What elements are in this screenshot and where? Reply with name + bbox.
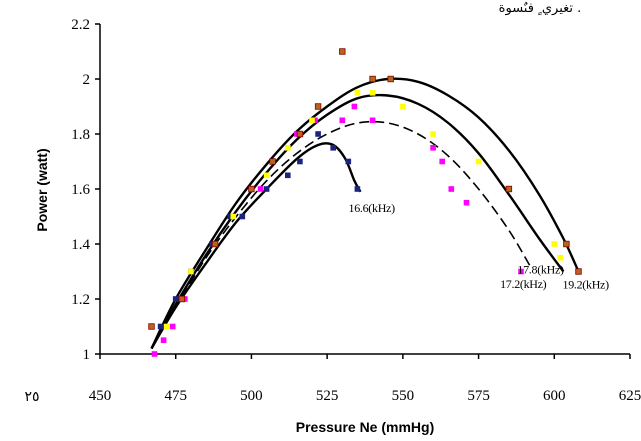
x-axis-title: Pressure Ne (mmHg) bbox=[296, 419, 435, 435]
x-tick-labels: 450 475 500 525 550 575 600 625 bbox=[89, 354, 641, 404]
data-point bbox=[157, 323, 164, 330]
data-point bbox=[339, 48, 346, 55]
data-point bbox=[369, 75, 376, 83]
x-tick-label: 525 bbox=[316, 388, 339, 404]
data-point bbox=[330, 145, 336, 151]
data-point bbox=[309, 117, 315, 124]
y-tick-label: 1 bbox=[83, 347, 91, 363]
fit-curve-0 bbox=[150, 142, 362, 350]
curve-labels: 16.6(kHz) 17.2(kHz)17.8(kHz)19.2(kHz) bbox=[349, 201, 610, 292]
y-tick-label: 1.8 bbox=[71, 127, 90, 143]
y-tick-label: 2.2 bbox=[71, 17, 90, 33]
data-point bbox=[296, 130, 304, 138]
data-point bbox=[351, 103, 358, 110]
data-point bbox=[575, 268, 582, 275]
data-point bbox=[475, 158, 482, 165]
data-point bbox=[263, 186, 270, 192]
data-point bbox=[297, 158, 303, 165]
data-point bbox=[354, 90, 361, 96]
data-point bbox=[400, 103, 406, 110]
data-point bbox=[505, 185, 513, 193]
page-header-fragment: تغيري ٍ فىٌسوة . bbox=[499, 1, 582, 16]
data-point bbox=[314, 103, 322, 110]
data-point bbox=[188, 268, 194, 275]
x-tick-label: 500 bbox=[240, 388, 263, 404]
data-point bbox=[151, 351, 158, 357]
x-tick-label: 575 bbox=[467, 388, 490, 404]
y-tick-label: 1.4 bbox=[71, 237, 90, 253]
data-point bbox=[172, 296, 179, 302]
series-label: 17.8(kHz) bbox=[517, 263, 564, 277]
y-tick-labels: 1 1.2 1.4 1.6 1.8 2 2.2 bbox=[71, 17, 100, 363]
data-markers bbox=[148, 48, 582, 357]
data-point bbox=[448, 186, 455, 192]
page-number: ٢٥ bbox=[24, 389, 39, 405]
y-tick-label: 2 bbox=[83, 72, 91, 88]
y-tick-label: 1.2 bbox=[71, 292, 90, 308]
x-tick-label: 475 bbox=[164, 388, 187, 404]
data-point bbox=[430, 145, 436, 151]
data-point bbox=[551, 241, 558, 247]
data-point bbox=[315, 131, 321, 137]
data-point bbox=[285, 172, 291, 179]
data-point bbox=[230, 213, 237, 220]
data-point bbox=[285, 145, 291, 151]
data-point bbox=[339, 117, 346, 124]
series-label: 19.2(kHz) bbox=[563, 278, 610, 292]
data-point bbox=[430, 131, 436, 137]
data-point bbox=[387, 75, 394, 83]
data-point bbox=[239, 213, 246, 220]
data-point bbox=[563, 240, 570, 248]
data-point bbox=[227, 213, 233, 220]
data-point bbox=[178, 295, 185, 303]
series-label: 17.2(kHz) bbox=[500, 277, 547, 291]
data-point bbox=[160, 337, 167, 343]
x-tick-label: 625 bbox=[619, 388, 641, 404]
data-point bbox=[518, 268, 524, 275]
x-tick-label: 600 bbox=[543, 388, 566, 404]
x-tick-label: 550 bbox=[392, 388, 415, 404]
data-point bbox=[312, 117, 318, 124]
fit-curve-1 bbox=[150, 120, 531, 349]
data-point bbox=[211, 240, 219, 248]
plot-area bbox=[99, 24, 630, 355]
y-tick-label: 1.6 bbox=[71, 182, 90, 198]
data-point bbox=[439, 158, 445, 165]
data-point bbox=[148, 323, 155, 330]
data-point bbox=[248, 185, 255, 193]
data-point bbox=[169, 323, 176, 330]
data-point bbox=[269, 158, 276, 165]
data-point bbox=[557, 254, 564, 261]
data-point bbox=[263, 172, 270, 179]
data-point bbox=[163, 323, 170, 330]
data-point bbox=[354, 186, 361, 192]
data-point bbox=[345, 158, 352, 165]
data-point bbox=[463, 199, 470, 206]
data-point bbox=[257, 186, 264, 192]
y-axis-title: Power (watt) bbox=[34, 148, 50, 231]
data-point bbox=[369, 90, 376, 96]
series-label: 16.6(kHz) bbox=[349, 201, 396, 215]
fit-curve-2 bbox=[150, 93, 565, 350]
x-tick-label: 450 bbox=[89, 388, 112, 404]
data-point bbox=[369, 117, 376, 124]
